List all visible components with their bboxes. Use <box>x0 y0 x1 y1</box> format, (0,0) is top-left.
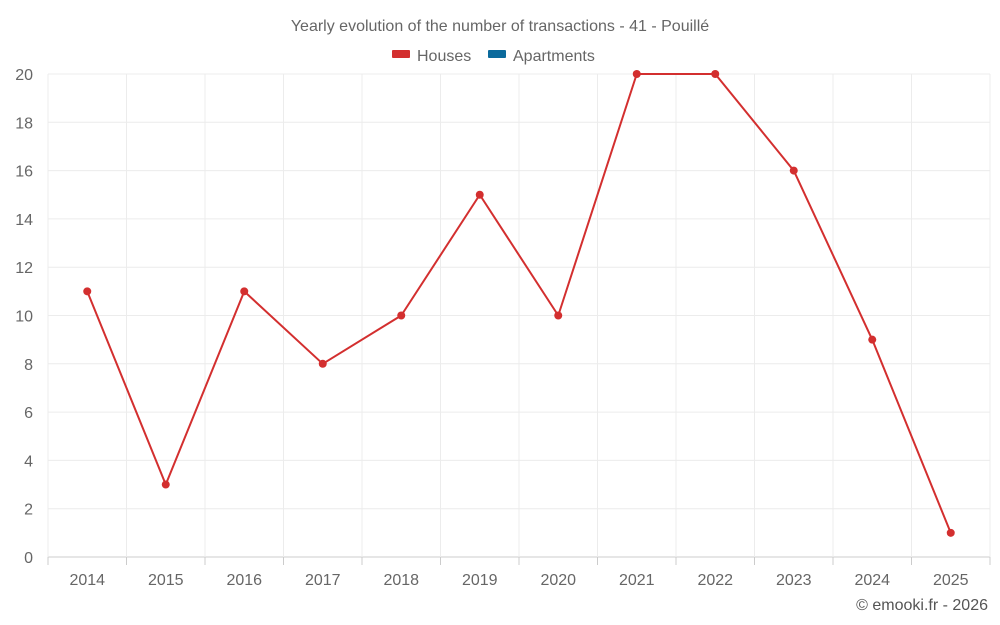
y-tick-label: 6 <box>24 405 33 422</box>
data-point-houses[interactable] <box>240 287 249 296</box>
series <box>83 70 955 537</box>
y-tick-label: 18 <box>15 115 33 132</box>
y-tick-label: 16 <box>15 164 33 181</box>
x-axis-ticks: 2014 2015 2016 2017 2018 2019 2020 2021 2022 2023… <box>47 557 991 589</box>
x-tick-label: 2023 <box>776 572 812 589</box>
x-tick-label: 2017 <box>305 572 341 589</box>
data-point-houses[interactable] <box>161 480 170 489</box>
series-line-houses <box>86 73 952 534</box>
legend-swatch-apartments <box>488 50 506 58</box>
x-tick-label: 2019 <box>462 572 498 589</box>
y-tick-label: 12 <box>15 260 33 277</box>
legend-label-houses: Houses <box>417 48 471 65</box>
data-point-houses[interactable] <box>789 166 798 175</box>
data-point-houses[interactable] <box>318 359 327 368</box>
legend-item-houses[interactable]: Houses <box>392 48 471 65</box>
data-point-houses[interactable] <box>554 311 563 320</box>
y-tick-label: 10 <box>15 309 33 326</box>
y-tick-label: 4 <box>24 453 33 470</box>
x-tick-label: 2024 <box>854 572 890 589</box>
x-tick-label: 2015 <box>148 572 184 589</box>
y-tick-label: 8 <box>24 357 33 374</box>
data-point-houses[interactable] <box>946 528 955 537</box>
y-axis-ticks: 0 2 4 6 8 10 12 14 16 18 20 <box>15 67 33 567</box>
y-tick-label: 2 <box>24 502 33 519</box>
data-point-houses[interactable] <box>397 311 406 320</box>
data-point-houses[interactable] <box>711 70 720 78</box>
chart-title: Yearly evolution of the number of transa… <box>291 18 709 35</box>
data-point-houses[interactable] <box>632 70 641 78</box>
y-tick-label: 0 <box>24 550 33 567</box>
data-point-houses[interactable] <box>868 335 877 344</box>
legend: Houses Apartments <box>392 48 595 65</box>
x-tick-label: 2021 <box>619 572 655 589</box>
legend-label-apartments: Apartments <box>513 48 595 65</box>
x-tick-label: 2025 <box>933 572 969 589</box>
y-tick-label: 20 <box>15 67 33 84</box>
x-tick-label: 2016 <box>226 572 262 589</box>
gridlines <box>47 73 991 558</box>
x-tick-label: 2022 <box>697 572 733 589</box>
data-point-houses[interactable] <box>83 287 92 296</box>
y-tick-label: 14 <box>15 212 33 229</box>
x-tick-label: 2014 <box>69 572 105 589</box>
legend-swatch-houses <box>392 50 410 58</box>
x-tick-label: 2018 <box>383 572 419 589</box>
legend-item-apartments[interactable]: Apartments <box>488 48 595 65</box>
x-tick-label: 2020 <box>540 572 576 589</box>
credit-text: © emooki.fr - 2026 <box>856 597 988 614</box>
data-point-houses[interactable] <box>475 190 484 199</box>
